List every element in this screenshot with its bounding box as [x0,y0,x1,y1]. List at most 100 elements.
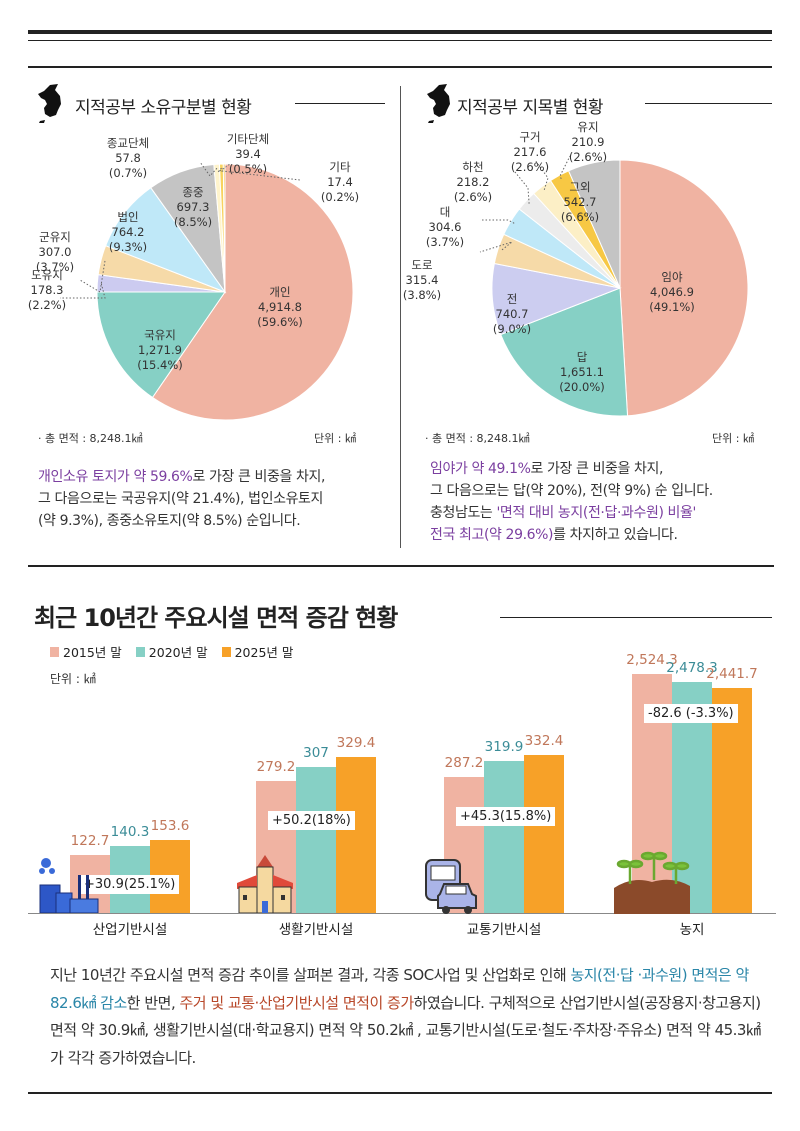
slice-percent: (2.2%) [27,298,67,312]
category-label: 산업기반시설 [92,922,168,938]
slice-value: 542.7 [563,195,597,209]
slice-value: 304.6 [428,220,462,234]
pie-label: 도유지 178.3 (2.2%) [7,268,87,313]
bar-value-label: 329.4 [336,734,376,751]
bus-car-icon [425,859,477,914]
pie-label: 임야 4,046.9 (49.1%) [632,270,712,315]
slice-value: 178.3 [30,283,64,297]
bar-legend: 2015년 말 2020년 말 2025년 말 [50,642,293,661]
left-description: 개인소유 토지가 약 59.6%로 가장 큰 비중을 차지, 그 다음으로는 국… [38,466,388,532]
slice-percent: (0.2%) [320,190,360,204]
slice-name: 종중 [182,185,204,199]
right-panel-title: 지적공부 지목별 현황 [457,98,604,118]
slice-value: 1,651.1 [560,365,604,379]
leader-line [534,159,549,190]
right-title-rule [645,103,772,104]
slice-name: 도유지 [31,268,63,282]
left-desc-text-1: 로 가장 큰 비중을 차지, [192,469,326,485]
section-rule [28,66,772,68]
slice-value: 217.6 [513,145,547,159]
legend-swatch [50,646,59,657]
pie-label: 답 1,651.1 (20.0%) [542,350,622,395]
leader-line [60,283,106,299]
bar-value-label: 140.3 [110,824,150,841]
slice-name: 구거 [519,130,541,144]
leader-line [199,161,218,177]
section-rule-2 [28,565,774,567]
slice-name: 도로 [411,258,433,272]
slice-percent: (49.1%) [649,300,695,314]
korea-map-icon [427,84,450,123]
slice-value: 17.4 [327,175,353,189]
slice-name: 임야 [661,270,683,284]
bar-value-label: 332.4 [524,733,564,750]
slice-value: 4,046.9 [650,285,694,299]
slice-value: 697.3 [176,200,210,214]
bottom-text-3: 하였습니다. 구체적으로 산업기반시설(공장용지·창고용지) 면적 약 30.9… [50,993,761,1067]
bar-title-rule [500,617,772,618]
slice-percent: (0.5%) [228,162,268,176]
slice-name: 하천 [462,160,484,174]
land-category-pie-chart [479,155,749,417]
right-description: 임야가 약 49.1%로 가장 큰 비중을 차지, 그 다음으로는 답(약 20… [430,458,790,546]
legend-swatch [221,646,231,657]
bottom-description: 지난 10년간 주요시설 면적 증감 추이를 살펴본 결과, 각종 SOC사업 … [50,962,770,1072]
slice-name: 유지 [577,120,599,134]
category-label: 교통기반시설 [466,922,542,938]
leader-line [217,163,231,173]
pie-label: 국유지 1,271.9 (15.4%) [120,328,200,373]
pie-label: 전 740.7 (9.0%) [472,292,552,337]
legend-label: 2015년 말 [63,645,122,660]
bottom-highlight-increase: 주거 및 교통·산업기반시설 면적이 증가 [179,993,415,1012]
slice-value: 218.2 [456,175,490,189]
slice-value: 315.4 [405,273,439,287]
bar-value-label: 2,441.7 [706,665,758,682]
right-desc-text-1: 로 가장 큰 비중을 차지, [530,461,664,477]
slice-percent: (3.8%) [402,288,442,302]
bar-2025년 말 [712,687,752,913]
slice-value: 57.8 [115,151,141,165]
pie-label: 법인 764.2 (9.3%) [88,210,168,255]
legend-item-2015: 2015년 말 [50,642,122,661]
change-annotation: +45.3(15.8%) [456,806,556,826]
slice-percent: (2.6%) [568,150,608,164]
school-icon [237,855,293,913]
category-label: 농지 [679,922,705,938]
left-total-area: · 총 면적 : 8,248.1㎢ [38,432,143,445]
change-annotation: -82.6 (-3.3%) [644,703,738,723]
bar-2025년 말 [336,756,376,913]
left-desc-highlight: 개인소유 토지가 약 59.6% [38,469,193,485]
slice-name: 국유지 [144,328,176,342]
right-desc-highlight-3: 전국 최고(약 29.6%) [430,527,554,543]
left-desc-text-2: 그 다음으로는 국공유지(약 21.4%), 법인소유토지 [38,491,324,507]
pie-slice-0 [151,163,354,421]
slice-percent: (3.7%) [35,260,75,274]
change-annotation: +50.2(18%) [268,810,355,830]
slice-percent: (59.6%) [257,315,303,329]
bar-2020년 말 [484,761,524,913]
bar-value-label: 319.9 [484,739,524,756]
slice-value: 4,914.8 [258,300,302,314]
legend-label: 2025년 말 [234,645,294,660]
leader-line [221,167,301,181]
top-thin-rule [28,40,772,41]
bar-2020년 말 [296,767,336,913]
bar-value-label: 279.2 [256,758,296,775]
slice-percent: (2.6%) [453,190,493,204]
pie-label: 하천 218.2 (2.6%) [433,160,513,205]
slice-name: 전 [506,292,518,306]
right-desc-highlight-2: '면적 대비 농지(전·답·과수원) 비율' [496,505,696,521]
slice-percent: (0.7%) [108,166,148,180]
bar-chart-title: 최근 10년간 주요시설 면적 증감 현황 [34,604,398,632]
slice-percent: (20.0%) [559,380,605,394]
pie-label: 종중 697.3 (8.5%) [153,185,233,230]
bar-value-label: 153.6 [150,818,190,835]
left-panel-title: 지적공부 소유구분별 현황 [75,98,252,118]
slice-name: 개인 [269,285,291,299]
left-unit: 단위 : ㎢ [314,432,356,445]
slice-name: 그외 [569,180,591,194]
pie-slice-1 [500,287,629,417]
slice-value: 210.9 [571,135,605,149]
bottom-text-1: 지난 10년간 주요시설 면적 증감 추이를 살펴본 결과, 각종 SOC사업 … [50,966,571,984]
sprout-icon [614,851,690,914]
